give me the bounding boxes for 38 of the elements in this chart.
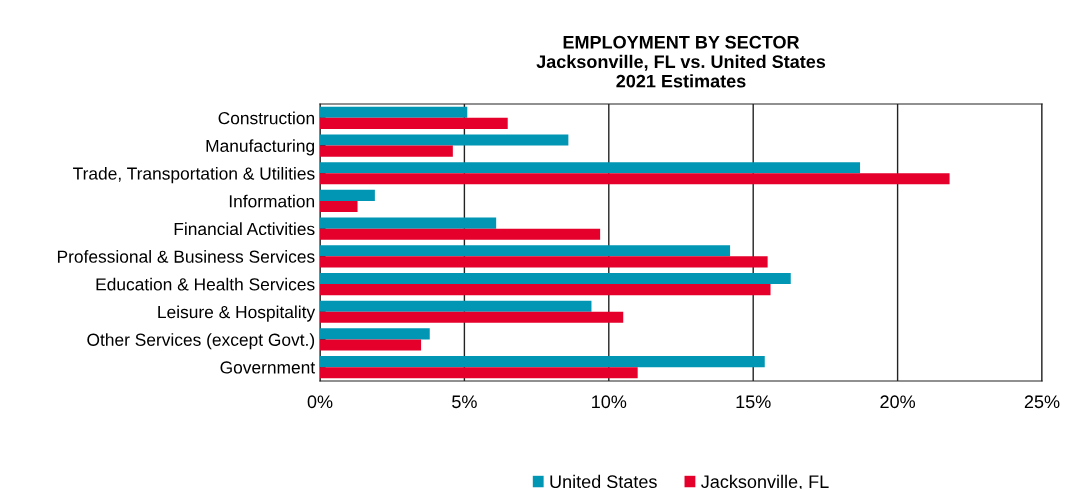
- bar: [320, 117, 508, 129]
- x-tick-label: 25%: [1024, 395, 1060, 409]
- bar: [320, 228, 601, 240]
- y-tick-label: Construction: [218, 111, 315, 125]
- y-tick-label: Financial Activities: [174, 222, 315, 236]
- y-tick-label: Trade, Transportation & Utilities: [73, 166, 315, 184]
- bar: [320, 173, 950, 185]
- chart-title: EMPLOYMENT BY SECTOR Jacksonville, FL vs. United States 2021 Estimates: [536, 35, 826, 88]
- x-tick-label: 0%: [307, 395, 333, 409]
- bar: [320, 272, 791, 285]
- bar: [320, 356, 765, 368]
- bar: [320, 367, 638, 379]
- bar: [320, 284, 771, 296]
- bar: [320, 134, 569, 146]
- y-tick-label: Education & Health Services: [96, 277, 315, 291]
- x-tick-label: 5%: [452, 395, 477, 409]
- bar: [320, 145, 453, 157]
- bar: [320, 200, 358, 213]
- bar: [320, 300, 592, 312]
- bar: [320, 106, 468, 118]
- bar: [320, 189, 375, 201]
- bar: [320, 328, 430, 340]
- x-tick-label: 20%: [880, 395, 916, 409]
- y-tick-label: Other Services (except Govt.): [87, 333, 315, 350]
- bar: [320, 311, 624, 323]
- x-tick-label: 15%: [736, 395, 771, 409]
- y-tick-label: Manufacturing: [206, 139, 315, 156]
- bar: [320, 217, 497, 229]
- bar: [320, 256, 768, 268]
- legend-label: United States: [550, 474, 657, 489]
- y-tick-label: Leisure & Hospitality: [158, 305, 316, 322]
- bar: [320, 339, 422, 351]
- x-tick-label: 10%: [592, 395, 627, 409]
- bar: [320, 245, 731, 257]
- y-tick-label: Government: [220, 361, 316, 374]
- y-tick-label: Information: [229, 194, 315, 208]
- y-tick-label: Professional & Business Services: [57, 250, 315, 263]
- bar: [320, 162, 861, 174]
